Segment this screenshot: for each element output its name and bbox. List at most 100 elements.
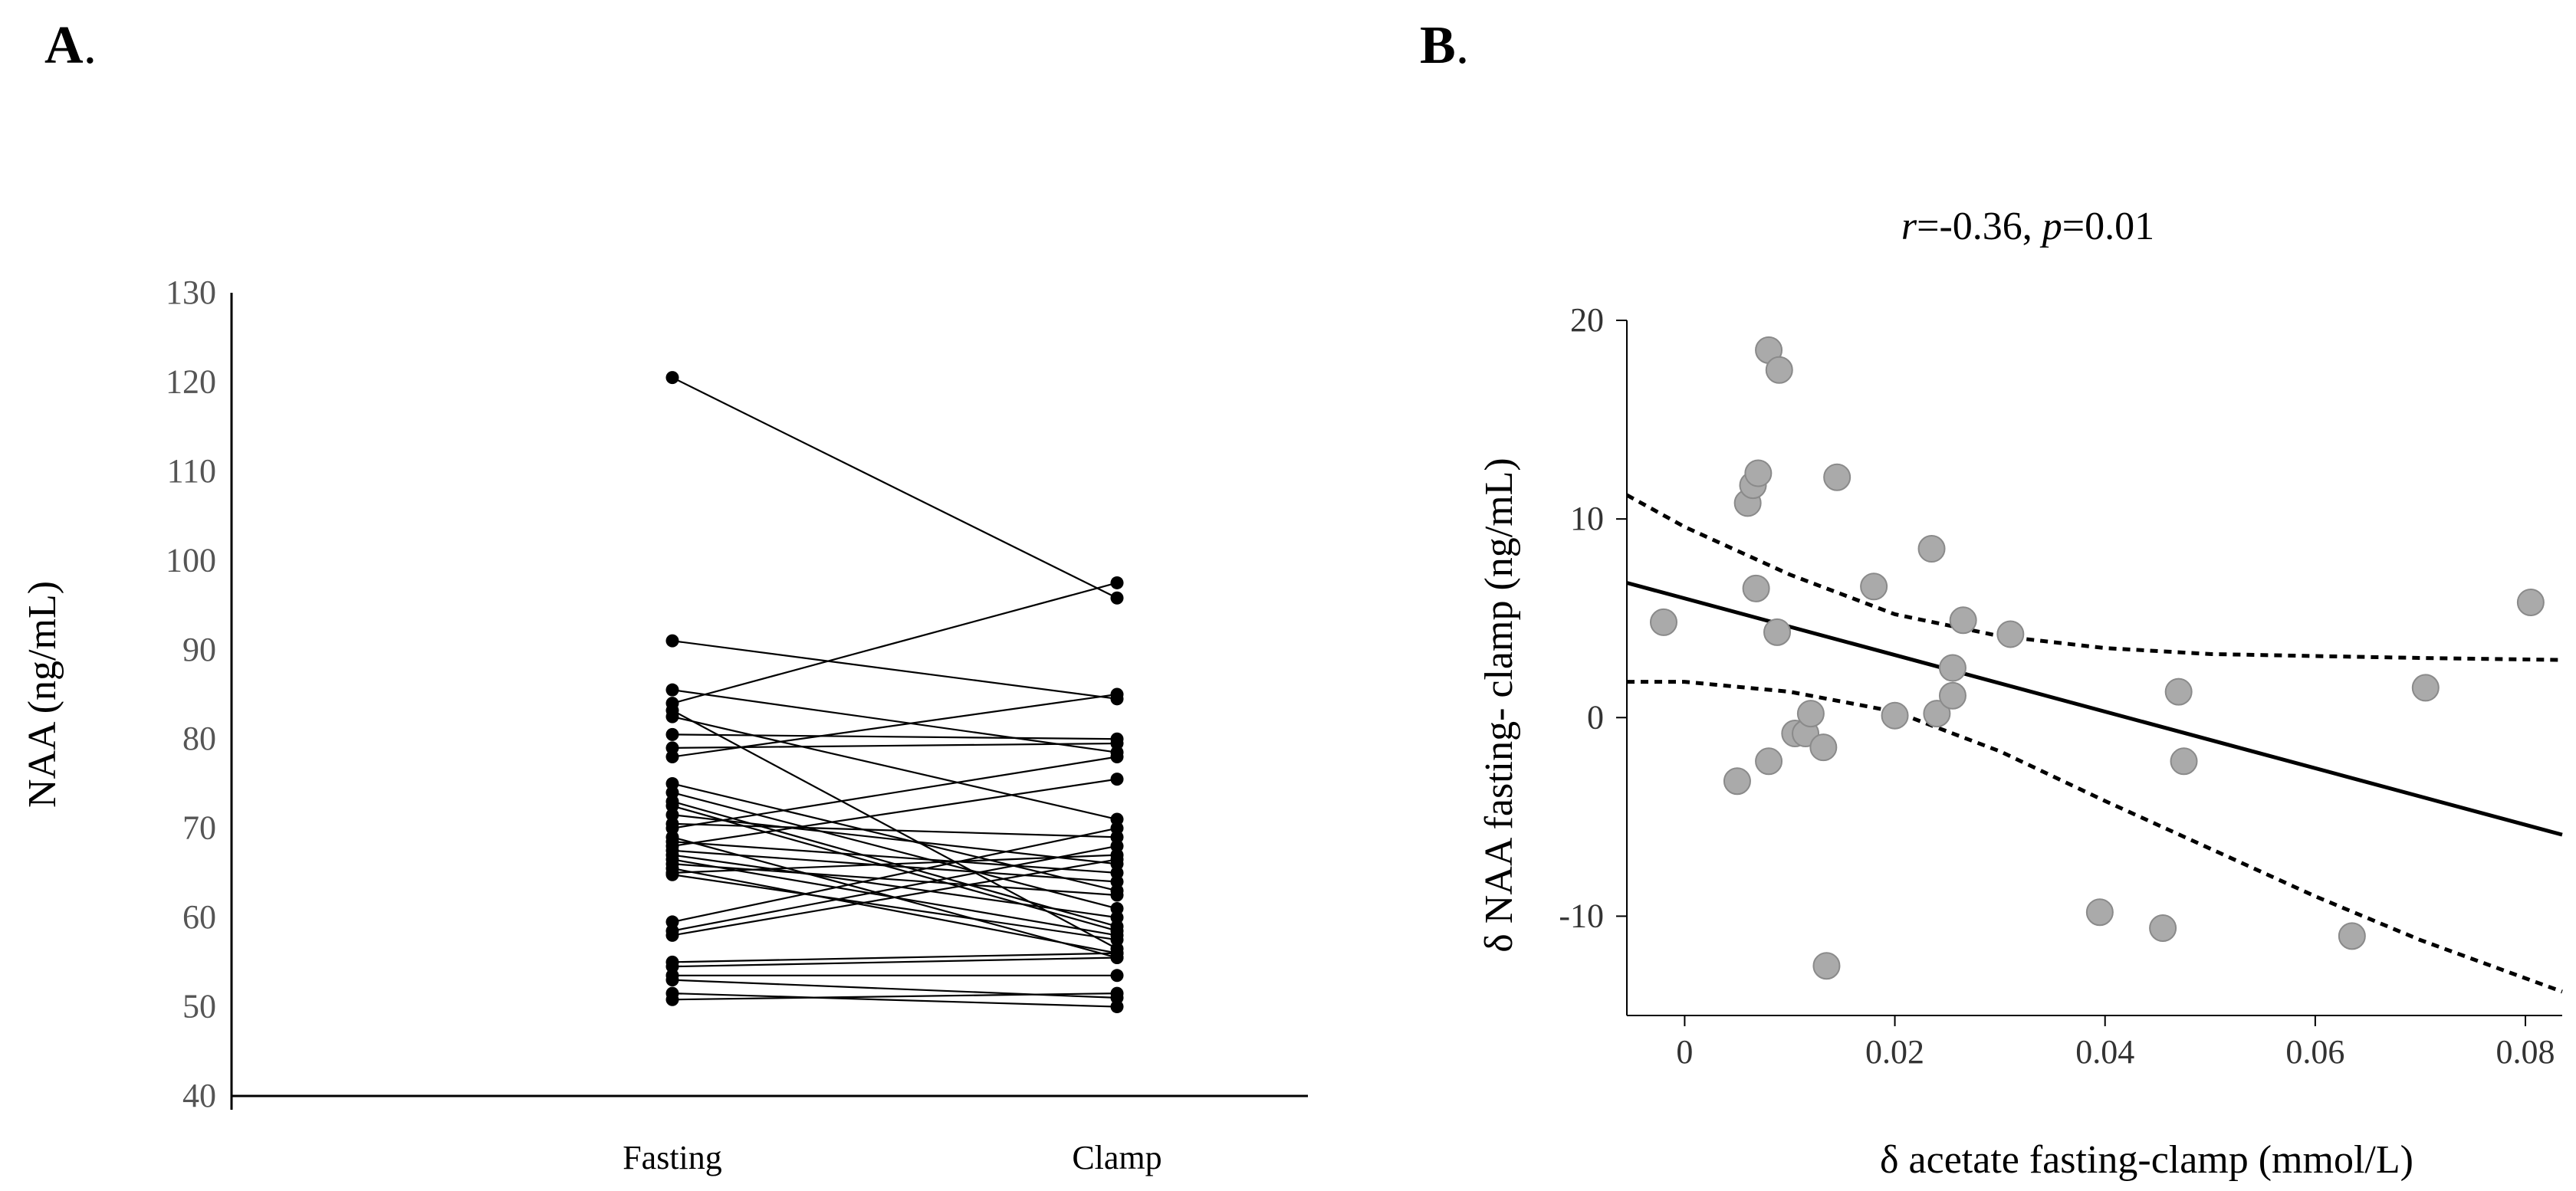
chart-a-subject-line xyxy=(672,841,1118,874)
chart-a-clamp-point xyxy=(1110,830,1124,844)
chart-a-subject-line xyxy=(672,827,1118,924)
chart-b-x-tick-label: 0.08 xyxy=(2496,1033,2555,1071)
chart-a-subject-line xyxy=(672,956,1118,968)
chart-a-fasting-point xyxy=(665,683,679,697)
chart-a-clamp-point xyxy=(1110,591,1124,605)
chart-b-data-point xyxy=(1742,574,1770,602)
chart-b-data-point xyxy=(2338,922,2366,950)
chart-a-clamp-point xyxy=(1110,901,1124,915)
chart-b-data-point xyxy=(1796,700,1825,728)
chart-a-subject-line xyxy=(672,992,1118,1008)
chart-b: r=-0.36, p=0.01 0 0.02 0.04 0.06 0.08 20 10 0 -1… xyxy=(1477,205,2563,1182)
chart-b-data-point xyxy=(2164,678,2193,706)
chart-a-subject-line xyxy=(672,640,1118,700)
chart-b-y-tick-label: -10 xyxy=(1559,897,1604,934)
chart-b-data-point xyxy=(1860,573,1888,601)
chart-b-data-point xyxy=(1881,701,1909,730)
chart-a-fasting-point xyxy=(665,371,679,385)
chart-b-y-tick-label: 0 xyxy=(1587,698,1604,736)
chart-a-fasting-point xyxy=(665,799,679,813)
panel-label-b: B. xyxy=(1420,16,1469,75)
chart-a-clamp-point xyxy=(1110,951,1124,965)
chart-a-subject-line xyxy=(672,849,1118,883)
chart-b-x-tick-label: 0.06 xyxy=(2285,1033,2344,1071)
chart-a-clamp-point xyxy=(1110,875,1124,889)
chart-b-data-point xyxy=(1723,767,1751,796)
chart-a-clamp-point xyxy=(1110,737,1124,750)
chart-a-subject-line xyxy=(672,822,1118,838)
chart-b-x-axis-title: δ acetate fasting-clamp (mmol/L) xyxy=(1880,1138,2413,1182)
chart-a-clamp-point xyxy=(1110,852,1124,866)
chart-a-y-tick-label: 50 xyxy=(182,988,216,1025)
chart-a-y-tick-label: 100 xyxy=(166,541,216,579)
chart-b-data-point xyxy=(1923,700,1951,728)
chart-a-clamp-point xyxy=(1110,687,1124,701)
chart-b-data-point xyxy=(2411,674,2440,702)
chart-b-data-point xyxy=(2085,898,2114,927)
chart-a-y-axis-title: NAA (ng/mL) xyxy=(21,581,64,808)
chart-a-clamp-point xyxy=(1110,773,1124,786)
chart-a-clamp-point xyxy=(1110,933,1124,947)
chart-a-y-tick-label: 40 xyxy=(182,1077,216,1114)
chart-a-fasting-point xyxy=(665,710,679,723)
chart-b-data-point xyxy=(1938,654,1967,682)
chart-a-fasting-point xyxy=(665,727,679,741)
chart-b-data-point xyxy=(2516,588,2545,616)
chart-b-x-tick-label: 0.02 xyxy=(1865,1033,1924,1071)
chart-b-data-point xyxy=(1938,681,1967,710)
chart-a-fasting-point xyxy=(665,973,679,987)
chart-a-clamp-point xyxy=(1110,839,1124,853)
chart-a-subject-line xyxy=(672,756,1118,829)
chart-b-data-point xyxy=(1823,463,1852,491)
panel-label-a: A. xyxy=(44,16,97,75)
chart-a-clamp-point xyxy=(1110,576,1124,589)
chart-a-subject-line xyxy=(672,874,1118,941)
chart-b-data-point xyxy=(1996,620,2025,648)
chart-b-ci-lower xyxy=(1627,680,2563,994)
chart-a-fasting-point xyxy=(665,915,679,929)
chart-a-fasting-point xyxy=(665,822,679,835)
chart-a-y-tick-label: 70 xyxy=(182,809,216,847)
chart-a-category-clamp: Clamp xyxy=(1072,1139,1162,1176)
chart-a-clamp-point xyxy=(1110,866,1124,880)
chart-a-y-tick-label: 130 xyxy=(166,274,216,311)
chart-a-fasting-point xyxy=(665,992,679,1006)
chart-a-fasting-point xyxy=(665,634,679,648)
chart-a-subject-line xyxy=(672,854,1118,919)
chart-b-y-tick-label: 20 xyxy=(1570,301,1604,339)
chart-a-fasting-point xyxy=(665,868,679,881)
chart-a-subject-line xyxy=(672,733,1118,740)
chart-b-data-point xyxy=(1744,459,1773,487)
chart-a-clamp-point xyxy=(1110,888,1124,902)
chart-b-x-tick-label: 0 xyxy=(1676,1033,1693,1071)
chart-a-subject-line xyxy=(672,845,1118,932)
chart-b-y-tick-label: 10 xyxy=(1570,500,1604,537)
chart-a-fasting-point xyxy=(665,928,679,942)
chart-b-data-point xyxy=(1649,608,1677,636)
chart-b-y-axis-title: δ NAA fasting- clamp (ng/mL) xyxy=(1477,458,1521,952)
chart-a-subject-line xyxy=(672,716,1118,821)
chart-b-stat-annotation: r=-0.36, p=0.01 xyxy=(1901,205,2154,248)
chart-a: 130 120 110 100 90 80 70 60 50 40 Fasting Clamp N… xyxy=(21,274,1308,1176)
chart-b-data-point xyxy=(1949,606,1977,635)
chart-a-clamp-point xyxy=(1110,986,1124,1000)
chart-a-subject-line xyxy=(672,778,1118,848)
chart-a-clamp-point xyxy=(1110,750,1124,764)
chart-b-data-point xyxy=(1763,618,1792,646)
chart-a-category-fasting: Fasting xyxy=(623,1139,722,1176)
chart-b-data-point xyxy=(1809,733,1838,762)
chart-a-fasting-point xyxy=(665,786,679,799)
chart-a-y-tick-label: 60 xyxy=(182,898,216,936)
chart-a-subject-line xyxy=(672,854,1118,874)
chart-a-fasting-point xyxy=(665,960,679,973)
chart-b-data-point xyxy=(1812,952,1841,980)
chart-a-subject-line xyxy=(672,709,1118,950)
chart-a-clamp-point xyxy=(1110,812,1124,826)
chart-a-subject-line xyxy=(672,858,1118,937)
chart-a-fasting-point xyxy=(665,741,679,755)
chart-a-y-tick-label: 110 xyxy=(167,452,216,490)
chart-a-subject-line xyxy=(672,992,1118,1001)
chart-a-clamp-point xyxy=(1110,1000,1124,1014)
chart-a-subject-line xyxy=(672,376,1118,599)
